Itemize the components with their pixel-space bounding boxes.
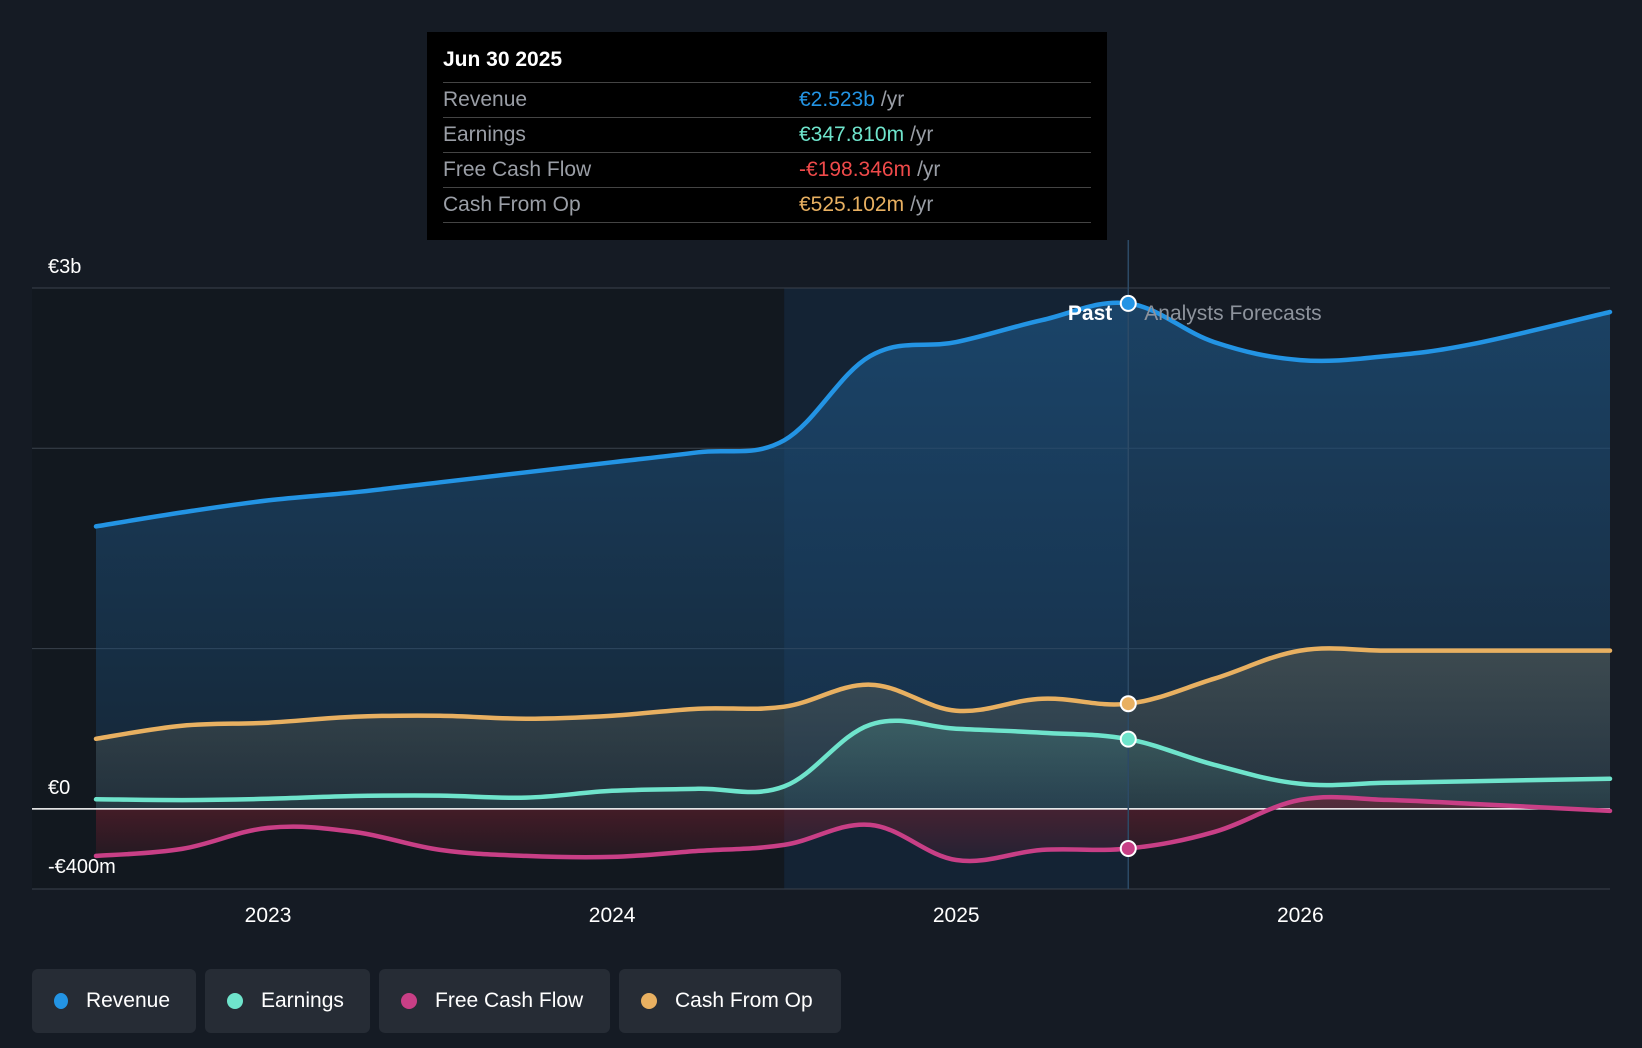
tooltip-row-free-cash-flow: Free Cash Flow -€198.346m /yr — [443, 152, 1091, 187]
tooltip-value: €525.102m — [799, 193, 905, 216]
legend-label: Earnings — [261, 989, 344, 1012]
tooltip-label: Earnings — [443, 123, 526, 146]
y-tick-label: -€400m — [48, 856, 116, 878]
legend-item-free-cash-flow[interactable]: Free Cash Flow — [379, 969, 610, 1033]
legend-item-revenue[interactable]: Revenue — [32, 969, 196, 1033]
series-line-earnings — [93, 718, 1613, 803]
x-tick-label: 2026 — [1277, 904, 1324, 927]
tooltip-value: €2.523b — [799, 88, 875, 111]
legend-dot-icon — [401, 993, 417, 1009]
x-tick-label: 2023 — [245, 904, 292, 927]
tooltip-unit: /yr — [880, 88, 905, 111]
legend-dot-icon — [641, 993, 657, 1009]
marker-revenue — [1119, 294, 1137, 312]
past-label: Past — [1068, 302, 1112, 325]
legend-dot-icon — [54, 993, 68, 1009]
legend: Revenue Earnings Free Cash Flow Cash Fro… — [32, 969, 841, 1033]
legend-label: Cash From Op — [675, 989, 813, 1012]
area-free-cash-flow — [96, 797, 1610, 861]
x-tick-label: 2024 — [589, 904, 636, 927]
tooltip-date: Jun 30 2025 — [443, 48, 563, 71]
tooltip-label: Cash From Op — [443, 193, 581, 216]
y-tick-label: €3b — [48, 256, 81, 278]
legend-item-cash-from-op[interactable]: Cash From Op — [619, 969, 841, 1033]
series-line-free-cash-flow — [93, 794, 1613, 864]
forecast-label: Analysts Forecasts — [1144, 302, 1321, 325]
legend-item-earnings[interactable]: Earnings — [205, 969, 370, 1033]
tooltip-row-cash-from-op: Cash From Op €525.102m /yr — [443, 187, 1091, 223]
marker-cash-from-op — [1119, 695, 1137, 713]
tooltip-label: Revenue — [443, 88, 528, 111]
legend-label: Free Cash Flow — [435, 989, 584, 1012]
series-line-cash-from-op — [93, 646, 1613, 742]
marker-earnings — [1119, 730, 1137, 748]
tooltip-value: €347.810m — [799, 123, 905, 146]
tooltip-row-revenue: Revenue €2.523b /yr — [443, 82, 1091, 117]
tooltip-label: Free Cash Flow — [443, 158, 592, 181]
marker-free-cash-flow — [1119, 840, 1137, 858]
legend-label: Revenue — [85, 989, 170, 1012]
x-tick-label: 2025 — [933, 904, 980, 927]
series-line-revenue — [93, 300, 1613, 529]
tooltip-row-earnings: Earnings €347.810m /yr — [443, 117, 1091, 152]
y-tick-label: €0 — [48, 777, 70, 799]
legend-dot-icon — [227, 993, 243, 1009]
tooltip: Jun 30 2025 Revenue €2.523b /yr Earnings… — [427, 32, 1107, 240]
tooltip-value: -€198.346m — [799, 158, 912, 181]
tooltip-unit: /yr — [910, 193, 934, 216]
tooltip-unit: /yr — [917, 158, 941, 181]
area-earnings — [96, 720, 1610, 809]
tooltip-unit: /yr — [910, 123, 934, 146]
